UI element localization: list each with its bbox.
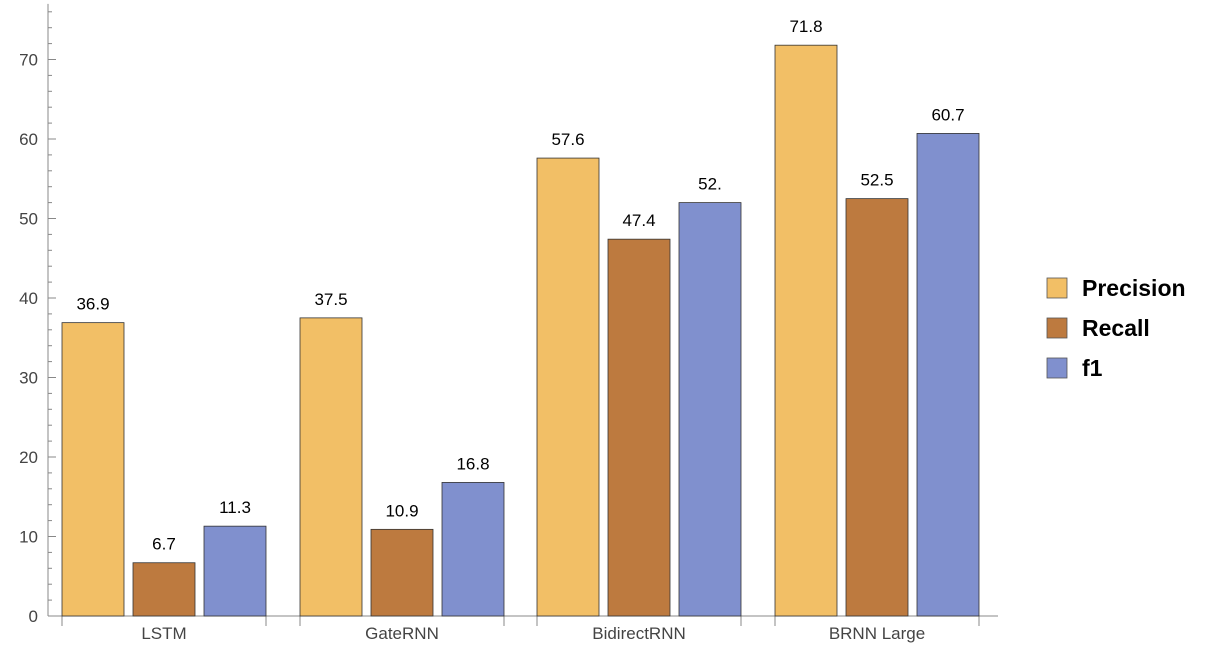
bar-recall-bidirectrnn — [607, 238, 671, 617]
legend-label-precision: Precision — [1082, 275, 1186, 301]
legend-swatch-recall — [1046, 317, 1068, 339]
data-label: 16.8 — [456, 454, 489, 473]
y-tick-label: 60 — [19, 130, 38, 149]
data-label: 11.3 — [219, 498, 251, 517]
legend-swatch-precision — [1046, 277, 1068, 299]
bar-f1-lstm — [203, 525, 267, 617]
data-label: 6.7 — [152, 535, 176, 554]
bar-precision-brnn-large — [774, 44, 838, 617]
bar-f1-bidirectrnn — [678, 202, 742, 617]
x-category-label: BRNN Large — [829, 624, 925, 643]
y-tick-label: 0 — [29, 607, 38, 626]
x-axis: LSTM GateRNN BidirectRNN BRNN Large — [48, 615, 998, 643]
bar-recall-gaternn — [370, 528, 434, 617]
legend-swatch-f1 — [1046, 357, 1068, 379]
y-axis: 0 10 20 30 40 50 60 70 — [19, 3, 56, 626]
y-tick-label: 10 — [19, 528, 38, 547]
data-label: 47.4 — [622, 211, 655, 230]
x-category-label: LSTM — [141, 624, 186, 643]
data-label: 37.5 — [314, 290, 347, 309]
bar-f1-brnn-large — [916, 133, 980, 617]
y-tick-label: 70 — [19, 51, 38, 70]
bars: 36.9 6.7 11.3 37.5 10.9 16.8 57.6 47.4 52. 71.8 52… — [61, 17, 980, 617]
bar-precision-lstm — [61, 322, 125, 617]
bar-recall-brnn-large — [845, 198, 909, 617]
bar-precision-gaternn — [299, 317, 363, 617]
y-tick-label: 20 — [19, 448, 38, 467]
legend-label-recall: Recall — [1082, 315, 1150, 341]
x-category-label: GateRNN — [365, 624, 439, 643]
y-tick-label: 40 — [19, 289, 38, 308]
bar-f1-gaternn — [441, 482, 505, 617]
data-label: 52. — [698, 175, 722, 194]
x-category-label: BidirectRNN — [592, 624, 686, 643]
legend: Precision Recall f1 — [1046, 275, 1186, 381]
bar-precision-bidirectrnn — [536, 157, 600, 617]
legend-label-f1: f1 — [1082, 355, 1103, 381]
data-label: 10.9 — [385, 501, 418, 520]
data-label: 71.8 — [789, 17, 822, 36]
data-label: 36.9 — [76, 295, 109, 314]
data-label: 57.6 — [551, 130, 584, 149]
y-tick-label: 50 — [19, 210, 38, 229]
y-tick-label: 30 — [19, 369, 38, 388]
data-label: 52.5 — [860, 171, 893, 190]
data-label: 60.7 — [931, 105, 964, 124]
bar-recall-lstm — [132, 562, 196, 617]
